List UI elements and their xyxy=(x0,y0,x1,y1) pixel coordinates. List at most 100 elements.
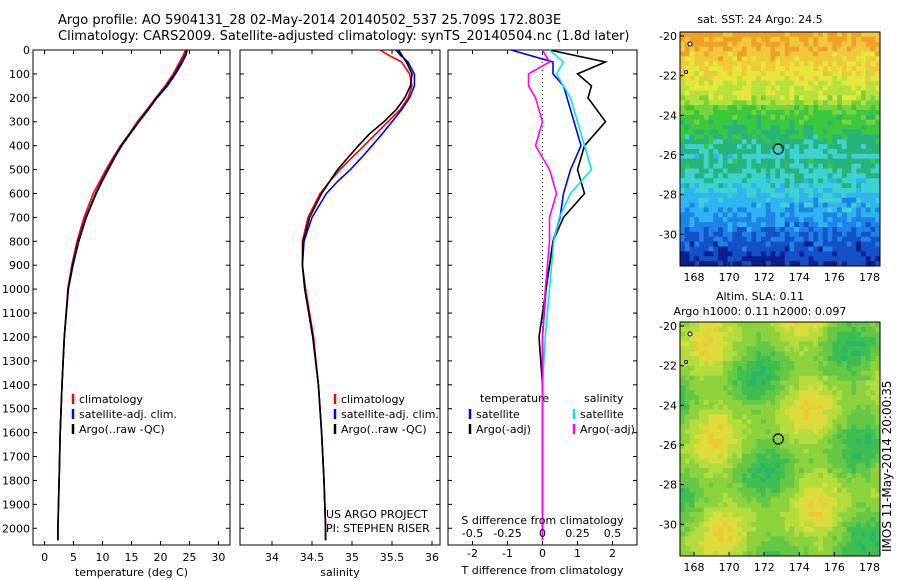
sst-cell xyxy=(689,139,695,145)
sst-cell xyxy=(699,51,705,57)
sla-cell xyxy=(865,370,871,377)
sla-cell xyxy=(789,536,795,542)
sla-cell xyxy=(703,365,709,372)
xtick-label-s: -0.5 xyxy=(462,527,483,540)
sla-cell xyxy=(827,400,833,406)
sla-cell xyxy=(822,487,829,494)
sst-cell xyxy=(689,144,695,150)
sla-cell xyxy=(703,439,709,445)
sla-cell xyxy=(875,361,881,367)
sla-cell xyxy=(832,361,838,367)
sst-cell xyxy=(684,261,690,267)
sla-cell xyxy=(860,434,867,440)
sst-cell xyxy=(708,85,714,91)
sla-cell xyxy=(865,482,871,489)
sla-cell xyxy=(794,478,800,484)
sla-cell xyxy=(760,443,767,450)
sst-cell xyxy=(746,71,752,77)
sla-cell xyxy=(808,482,814,489)
sst-cell xyxy=(846,105,852,111)
sst-cell xyxy=(851,256,857,262)
sla-cell xyxy=(808,458,814,464)
sla-cell xyxy=(841,390,848,396)
sst-cell xyxy=(751,173,757,179)
sst-cell xyxy=(746,212,752,218)
sst-cell xyxy=(870,66,876,72)
sst-cell xyxy=(841,212,848,218)
sst-cell xyxy=(756,251,762,257)
legend-title-temperature: temperature xyxy=(480,392,549,405)
sla-cell xyxy=(770,482,776,489)
sst-cell xyxy=(789,75,795,82)
sst-cell xyxy=(718,46,724,52)
sst-cell xyxy=(770,139,776,145)
sst-cell xyxy=(837,192,843,199)
sla-cell xyxy=(822,390,829,396)
sla-cell xyxy=(813,531,819,537)
sst-cell xyxy=(851,95,857,101)
sst-cell xyxy=(841,32,848,38)
sla-cell xyxy=(751,487,757,494)
sla-cell xyxy=(813,370,819,377)
sst-cell xyxy=(760,85,767,91)
sst-cell xyxy=(875,246,881,252)
sla-cell xyxy=(765,551,771,557)
sla-cell xyxy=(684,380,690,386)
sst-cell xyxy=(765,246,771,252)
sst-cell xyxy=(846,251,852,257)
sla-cell xyxy=(822,361,829,367)
sst-cell xyxy=(818,41,824,48)
sla-cell xyxy=(813,404,819,411)
sst-cell xyxy=(713,85,719,91)
sla-cell xyxy=(684,351,690,357)
sla-cell xyxy=(865,400,871,406)
sst-cell xyxy=(722,61,729,67)
sla-cell xyxy=(841,551,848,557)
sst-cell xyxy=(827,46,833,52)
sla-cell xyxy=(808,478,814,484)
difference-xlabel-s: S difference from climatology xyxy=(461,514,624,527)
sla-cell xyxy=(760,346,767,352)
sst-cell xyxy=(727,134,733,140)
sla-cell xyxy=(727,414,733,420)
sst-cell xyxy=(746,124,752,130)
sst-cell xyxy=(689,129,695,135)
sst-cell xyxy=(846,51,852,57)
sla-cell xyxy=(799,502,805,508)
sst-cell xyxy=(799,222,805,228)
sst-cell xyxy=(722,144,729,150)
sla-cell xyxy=(808,380,814,386)
sla-cell xyxy=(689,492,695,498)
sst-cell xyxy=(770,36,776,43)
sla-cell xyxy=(708,478,714,484)
sst-cell xyxy=(822,197,829,204)
sst-cell xyxy=(832,129,838,135)
sst-cell xyxy=(846,188,852,194)
series-climatology xyxy=(301,49,413,541)
sst-cell xyxy=(756,256,762,262)
sla-cell xyxy=(808,526,814,533)
sst-cell xyxy=(770,153,776,160)
sst-cell xyxy=(718,119,724,126)
sla-cell xyxy=(694,336,700,342)
sla-cell xyxy=(775,502,781,508)
sst-cell xyxy=(789,36,795,43)
sst-cell xyxy=(846,46,852,52)
sst-cell xyxy=(765,75,771,82)
sst-cell xyxy=(737,178,743,184)
sst-cell xyxy=(689,134,695,140)
sla-cell xyxy=(684,400,690,406)
sst-cell xyxy=(794,241,800,247)
sla-cell xyxy=(865,351,871,357)
sla-cell xyxy=(732,521,738,528)
sst-cell xyxy=(741,163,748,169)
sst-cell xyxy=(846,56,852,62)
sla-cell xyxy=(770,502,776,508)
temperature-frame xyxy=(32,49,231,546)
sst-cell xyxy=(799,241,805,247)
sst-cell xyxy=(780,158,786,165)
sla-cell xyxy=(770,487,776,494)
sst-cell xyxy=(708,129,714,135)
sla-cell xyxy=(865,380,871,386)
panel-difference xyxy=(447,49,638,546)
